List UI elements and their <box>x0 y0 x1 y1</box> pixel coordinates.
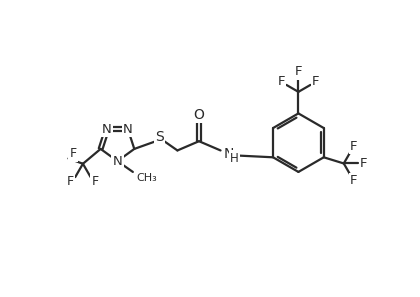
Text: S: S <box>155 130 164 144</box>
Text: CH₃: CH₃ <box>136 173 157 183</box>
Text: F: F <box>312 75 320 88</box>
Text: H: H <box>230 152 239 165</box>
Text: F: F <box>295 65 302 78</box>
Text: N: N <box>123 123 133 136</box>
Text: N: N <box>223 146 234 161</box>
Text: F: F <box>92 175 99 188</box>
Text: F: F <box>277 75 285 88</box>
Text: F: F <box>69 147 76 160</box>
Text: O: O <box>194 108 205 122</box>
Text: N: N <box>102 123 112 136</box>
Text: F: F <box>360 157 368 170</box>
Text: F: F <box>350 140 357 153</box>
Text: F: F <box>67 175 74 188</box>
Text: F: F <box>350 174 357 187</box>
Text: N: N <box>113 155 122 168</box>
